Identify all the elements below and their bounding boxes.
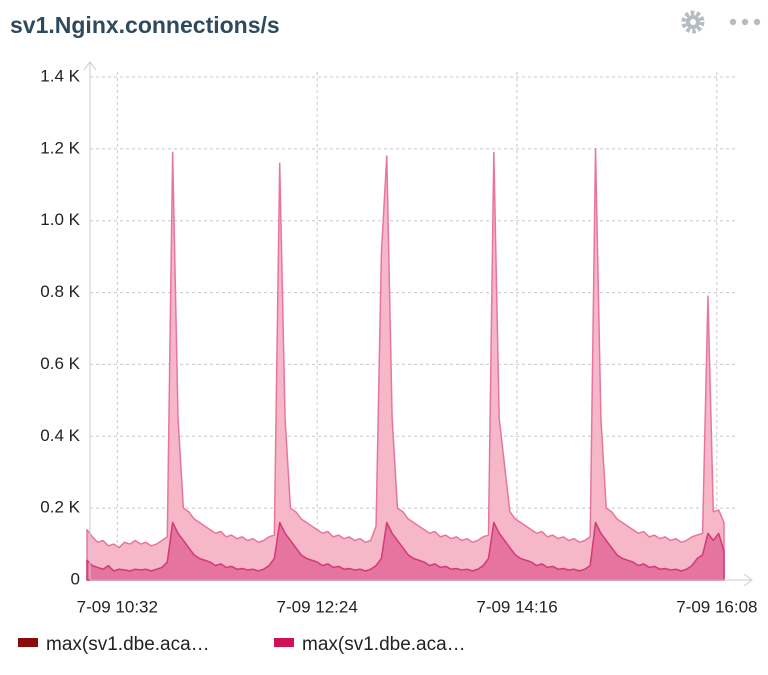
x-tick-label: 7-09 16:08 <box>676 597 757 616</box>
y-tick-label: 0.6 K <box>40 354 80 373</box>
y-tick-label: 1.2 K <box>40 138 80 157</box>
y-tick-label: 1.4 K <box>40 66 80 85</box>
area <box>86 148 725 581</box>
legend-label: max(sv1.dbe.aca… <box>302 634 466 655</box>
y-tick-label: 0 <box>71 569 80 588</box>
settings-icon[interactable] <box>681 10 705 34</box>
legend-label: max(sv1.dbe.aca… <box>46 634 210 655</box>
chart-title: sv1.Nginx.connections/s <box>10 12 280 38</box>
x-tick-label: 7-09 14:16 <box>476 597 557 616</box>
y-tick-label: 0.8 K <box>40 282 80 301</box>
legend-swatch <box>274 638 294 647</box>
x-tick-label: 7-09 10:32 <box>77 597 158 616</box>
legend-swatch <box>18 638 38 647</box>
x-tick-label: 7-09 12:24 <box>277 597 358 616</box>
y-tick-label: 0.4 K <box>40 426 80 445</box>
x-axis-arrow <box>743 573 753 587</box>
y-tick-label: 1.0 K <box>40 210 80 229</box>
y-axis-arrow <box>83 61 97 71</box>
more-icon[interactable] <box>729 18 761 26</box>
y-tick-label: 0.2 K <box>40 498 80 517</box>
area <box>86 521 725 581</box>
